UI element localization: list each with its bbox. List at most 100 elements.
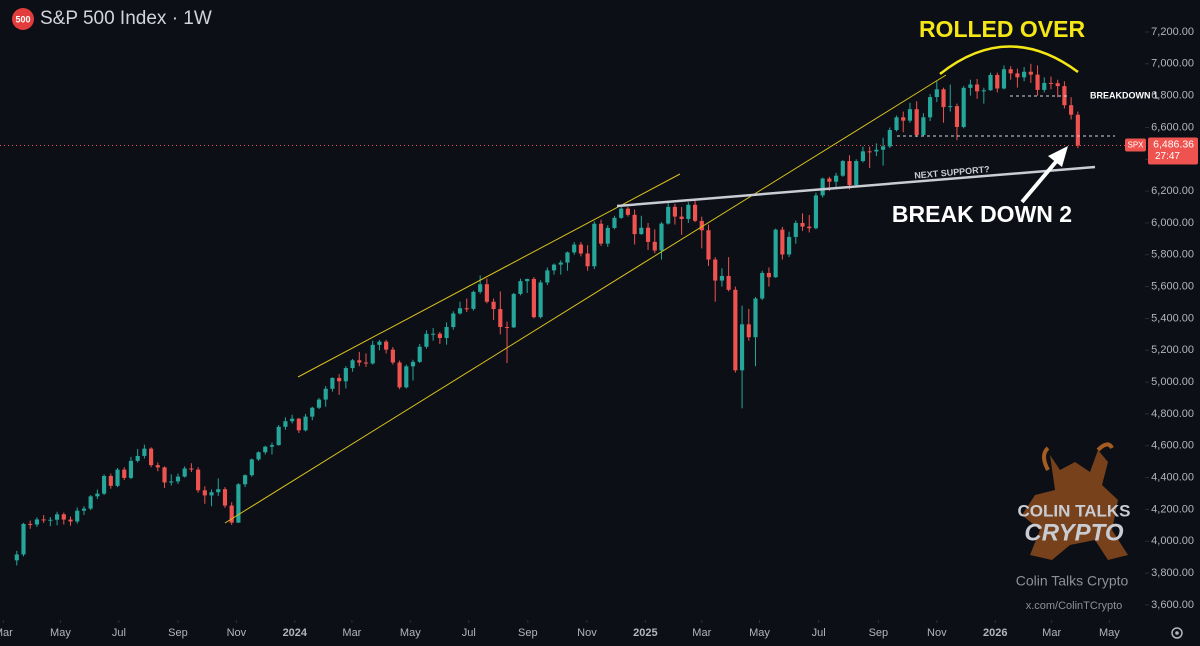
annotation-rolled-over: ROLLED OVER bbox=[919, 16, 1086, 42]
badge-text: 500 bbox=[15, 14, 30, 24]
candle-body bbox=[41, 519, 46, 521]
candle-body bbox=[55, 514, 60, 520]
candle-body bbox=[451, 313, 456, 328]
candle-body bbox=[1055, 83, 1060, 87]
x-tick-label: May bbox=[50, 627, 71, 639]
candle-body bbox=[518, 281, 523, 294]
candle-body bbox=[666, 206, 671, 224]
candle-body bbox=[169, 481, 174, 483]
y-tick-label: 3,600.00 bbox=[1151, 599, 1194, 611]
candle-body bbox=[196, 469, 201, 491]
candle-body bbox=[276, 426, 281, 446]
candle-body bbox=[854, 161, 859, 186]
candle-body bbox=[645, 227, 651, 242]
candle-body bbox=[135, 455, 140, 461]
x-tick-label: Sep bbox=[168, 627, 188, 639]
candle-body bbox=[115, 469, 120, 486]
candle-body bbox=[498, 309, 503, 328]
candle-body bbox=[377, 341, 382, 345]
candle-body bbox=[410, 361, 416, 367]
candle-body bbox=[216, 489, 221, 493]
candle-body bbox=[1015, 73, 1020, 78]
candle-body bbox=[471, 291, 476, 309]
candle-body bbox=[820, 178, 825, 196]
arrow-shaft bbox=[1020, 155, 1062, 204]
candle-body bbox=[652, 241, 657, 251]
candle-body bbox=[975, 84, 980, 92]
candle-body bbox=[437, 333, 442, 339]
x-tick-label: Nov bbox=[577, 627, 597, 639]
candle-body bbox=[733, 289, 738, 371]
candle-body bbox=[464, 308, 469, 310]
candle-body bbox=[330, 377, 335, 389]
candle-body bbox=[478, 284, 483, 292]
candle-body bbox=[894, 117, 899, 131]
x-tick-label: Mar bbox=[692, 627, 711, 639]
x-tick-label: Nov bbox=[927, 627, 947, 639]
candle-body bbox=[760, 272, 765, 299]
candle-body bbox=[61, 514, 66, 520]
candle-body bbox=[269, 445, 275, 447]
candle-body bbox=[343, 368, 348, 382]
candle-body bbox=[981, 90, 986, 92]
candle-body bbox=[605, 227, 610, 244]
candle-body bbox=[310, 407, 315, 417]
candle-body bbox=[303, 416, 308, 431]
candle-body bbox=[48, 519, 53, 521]
grid-layer bbox=[0, 31, 1149, 623]
candle-body bbox=[28, 523, 33, 525]
y-tick-label: 4,200.00 bbox=[1151, 503, 1194, 515]
candle-body bbox=[887, 130, 892, 147]
symbol-tag bbox=[1125, 138, 1146, 152]
y-tick-label: 4,800.00 bbox=[1151, 408, 1194, 420]
candle-body bbox=[692, 204, 698, 221]
candle-body bbox=[928, 97, 933, 118]
candle-body bbox=[786, 236, 792, 255]
candle-body bbox=[504, 327, 510, 329]
candle-body bbox=[773, 229, 778, 278]
candle-body bbox=[578, 244, 583, 254]
candle-body bbox=[1008, 69, 1013, 74]
x-tick-label: 2026 bbox=[983, 627, 1007, 639]
y-tick-label: 6,600.00 bbox=[1151, 121, 1194, 133]
candle-body bbox=[424, 333, 429, 347]
candle-body bbox=[243, 475, 248, 485]
y-tick-label: 4,600.00 bbox=[1151, 440, 1194, 452]
candle-body bbox=[323, 388, 328, 400]
candle-body bbox=[95, 493, 100, 497]
candle-body bbox=[860, 151, 866, 162]
symbol-badge bbox=[12, 8, 34, 30]
candle-body bbox=[384, 341, 389, 350]
settings-icon-center bbox=[1175, 631, 1179, 635]
x-tick-label: Nov bbox=[227, 627, 247, 639]
x-tick-label: Jul bbox=[812, 627, 826, 639]
candle-body bbox=[968, 84, 973, 88]
candle-body bbox=[1035, 74, 1040, 90]
candle-body bbox=[296, 418, 301, 431]
channel-lower bbox=[224, 74, 947, 524]
candle-body bbox=[874, 149, 879, 152]
candle-body bbox=[780, 229, 785, 255]
candle-body bbox=[921, 117, 926, 135]
candle-body bbox=[592, 223, 597, 267]
candle-body bbox=[827, 178, 832, 182]
candle-body bbox=[847, 161, 852, 186]
candle-body bbox=[679, 216, 684, 219]
logo-line-1: COLIN TALKS bbox=[1017, 501, 1130, 520]
candle-body bbox=[263, 446, 268, 453]
y-tick-label: 7,200.00 bbox=[1151, 26, 1194, 38]
candle-body bbox=[457, 308, 463, 314]
candle-body bbox=[941, 89, 946, 108]
symbol-tag-text: SPX bbox=[1127, 141, 1144, 150]
logo-horns bbox=[1042, 442, 1114, 471]
candle-body bbox=[881, 146, 886, 150]
candle-body bbox=[370, 344, 375, 364]
settings-icon[interactable] bbox=[1171, 627, 1183, 639]
chart-title[interactable]: S&P 500 Index · 1W bbox=[40, 8, 212, 29]
candle-body bbox=[357, 360, 362, 363]
candle-body bbox=[1001, 69, 1007, 89]
candle-body bbox=[175, 476, 181, 482]
x-tick-label: 2024 bbox=[283, 627, 308, 639]
candle-body bbox=[1028, 71, 1033, 75]
